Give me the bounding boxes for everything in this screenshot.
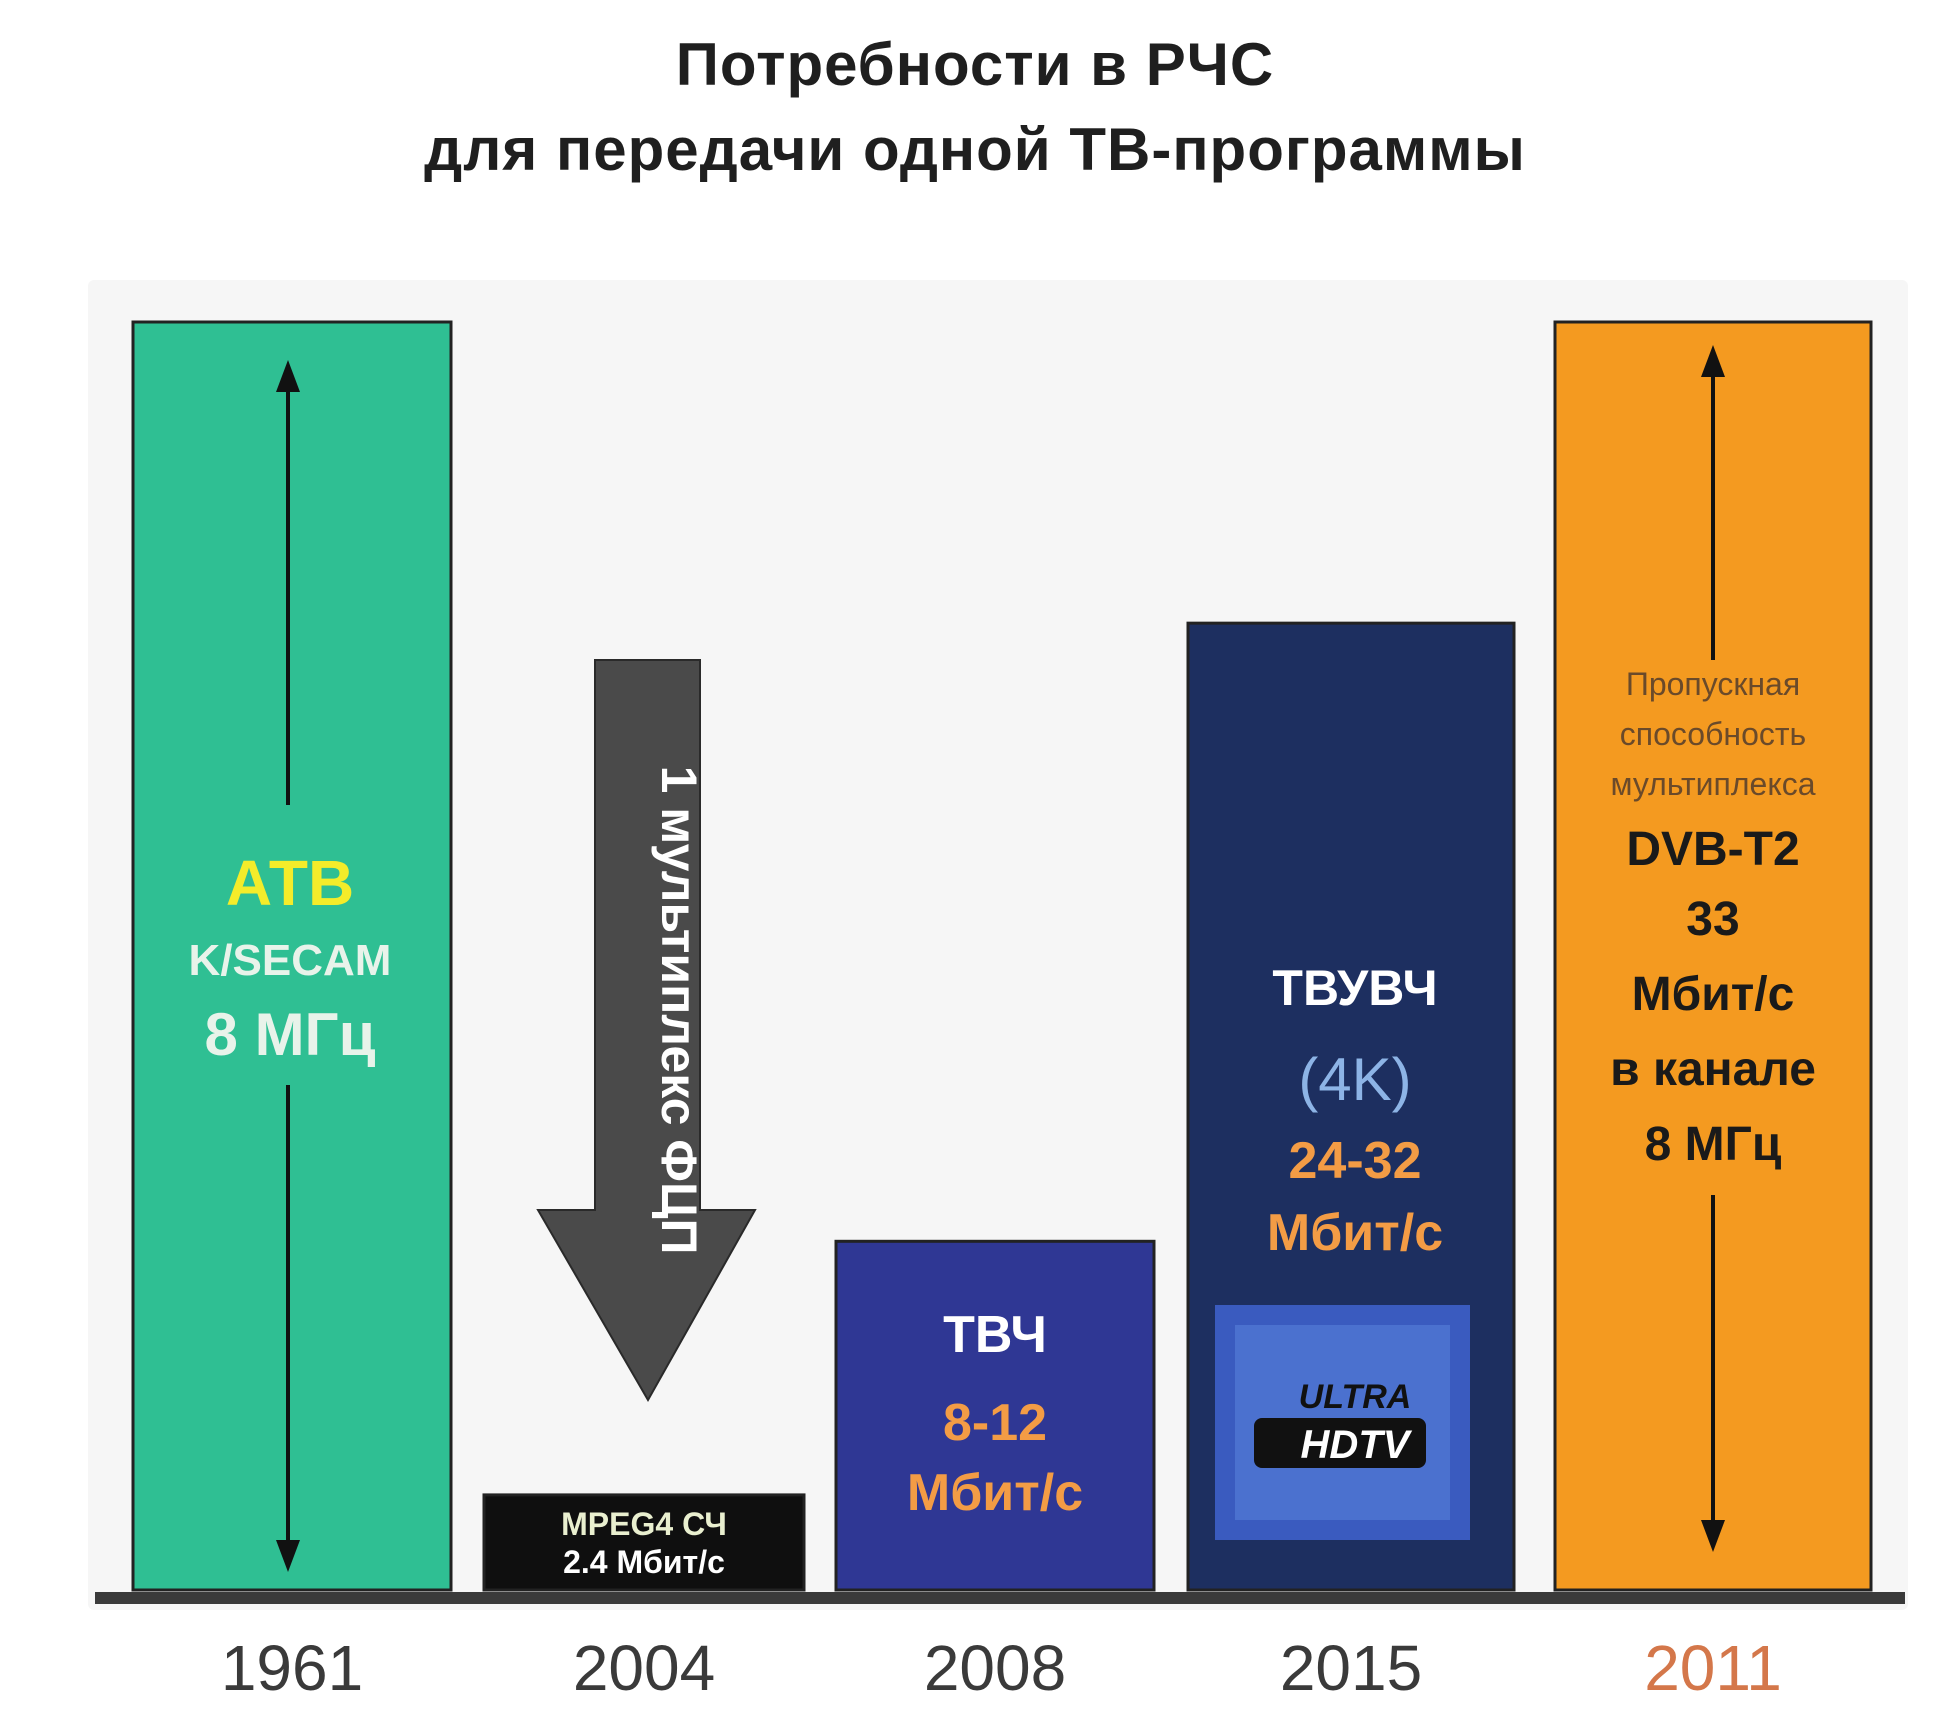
bar-small-label-line: мультиплекса xyxy=(1611,766,1816,802)
bar-label-line: 33 xyxy=(1686,893,1739,946)
bar-1961 xyxy=(131,320,453,1592)
tick-label-2004: 2004 xyxy=(573,1632,715,1704)
bar-small-label-line: способность xyxy=(1620,716,1806,752)
bar-label-line: 2.4 Мбит/с xyxy=(563,1544,725,1580)
bar-label-line: Мбит/с xyxy=(1267,1204,1443,1262)
bar-group-1961: 1961 АТВ K/SECAM 8 МГц xyxy=(131,320,453,1704)
tick-label-2011: 2011 xyxy=(1644,1632,1782,1704)
bar-label-line: Мбит/с xyxy=(1632,968,1795,1021)
bar-label-line: ТВЧ xyxy=(943,1306,1047,1364)
logo-hdtv-text: HDTV xyxy=(1301,1423,1413,1467)
bar-label-line: 8 МГц xyxy=(1645,1118,1782,1171)
bar-label-line: 8 МГц xyxy=(205,1001,376,1068)
arrow-up-head xyxy=(276,360,300,392)
bar-group-2015: 2015 ТВУВЧ (4K) 24-32 Мбит/с ULTRA HDTV xyxy=(1186,621,1516,1704)
bar-2008 xyxy=(834,1239,1156,1592)
bar-label-line: Мбит/с xyxy=(907,1464,1083,1522)
tick-label-2008: 2008 xyxy=(924,1632,1066,1704)
tick-label-1961: 1961 xyxy=(221,1632,363,1704)
bar-label-line: АТВ xyxy=(226,847,354,919)
ultra-hdtv-logo: ULTRA HDTV xyxy=(1215,1305,1470,1540)
tick-label-2015: 2015 xyxy=(1280,1632,1422,1704)
bar-small-label-line: Пропускная xyxy=(1626,666,1800,702)
annotation-arrow-shape xyxy=(536,659,757,1403)
bar-label-line: 24-32 xyxy=(1289,1132,1422,1190)
bar-label-line: DVB-T2 xyxy=(1626,823,1799,876)
logo-ultra-text: ULTRA xyxy=(1299,1378,1412,1416)
arrow-down-head xyxy=(1701,1520,1725,1552)
bar-2004 xyxy=(482,1493,806,1592)
bar-label-line: 8-12 xyxy=(943,1394,1047,1452)
bar-label-line: в канале xyxy=(1610,1043,1816,1096)
annotation-text: 1 мультиплекс ФЦП xyxy=(651,766,707,1255)
bar-label-line: K/SECAM xyxy=(189,936,392,985)
bar-group-2011: 2011 Пропускная способность мультиплекса DVB… xyxy=(1553,320,1873,1704)
bar-label-line: (4K) xyxy=(1298,1046,1411,1113)
chart-title: Потребности в РЧС xyxy=(675,31,1275,98)
bar-group-2004: 2004 MPEG4 СЧ2.4 Мбит/с xyxy=(482,1493,806,1704)
logo-plate xyxy=(1254,1418,1426,1468)
annotation-arrow: 1 мультиплекс ФЦП xyxy=(536,659,757,1403)
bar-label-line: ТВУВЧ xyxy=(1272,960,1437,1016)
arrow-up-head xyxy=(1701,345,1725,377)
chart-subtitle: для передачи одной ТВ-программы xyxy=(424,116,1526,183)
bar-label-line: MPEG4 СЧ xyxy=(561,1506,727,1542)
bar-group-2008: 2008 ТВЧ 8-12 Мбит/с xyxy=(834,1239,1156,1704)
arrow-down-head xyxy=(276,1540,300,1572)
